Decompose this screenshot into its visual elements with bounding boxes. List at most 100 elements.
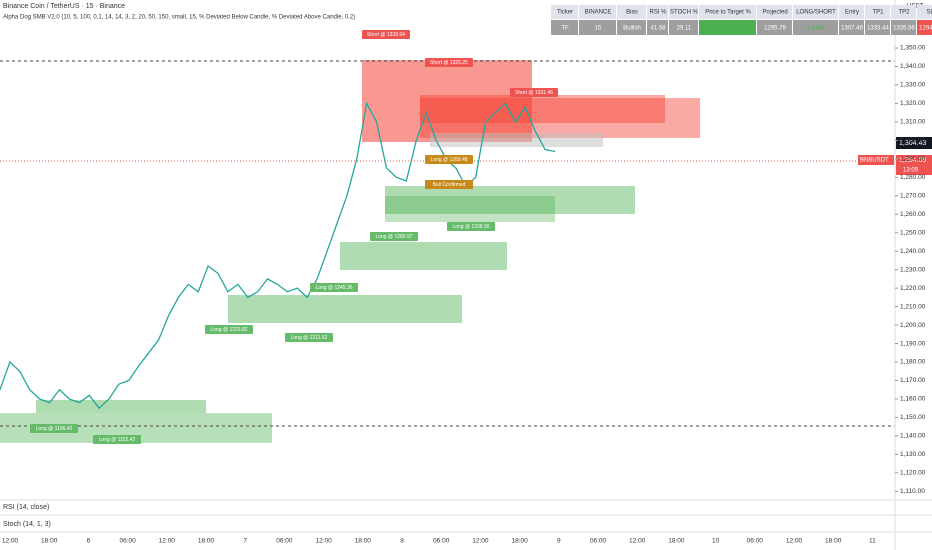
annotation-text: Long @ 1223.82 [210, 327, 247, 333]
annotation: Long @ 1196.42 [30, 424, 78, 433]
current-price: 1,294.09 [899, 157, 926, 164]
demand-zone [385, 196, 555, 222]
x-tick-label: 9 [557, 538, 561, 545]
annotation-box [447, 222, 495, 231]
supply-zone [362, 60, 532, 142]
y-tick-label: 1,310.00 [900, 119, 926, 126]
table-cell [865, 20, 890, 35]
annotation-text: Long @ 1196.42 [36, 426, 73, 432]
table-header-cell [551, 5, 578, 19]
table-header: STOCH % [670, 10, 699, 16]
x-tick-label: 6 [87, 538, 91, 545]
y-tick-label: 1,350.00 [900, 45, 926, 52]
table-header: Price to Target % [705, 10, 751, 16]
annotation-box [425, 180, 473, 189]
y-tick-label: 1,300.00 [900, 137, 926, 144]
table-value: 1294.35 [919, 26, 932, 32]
table-value: TF [561, 26, 569, 32]
annotation: Long @ 1245.36 [310, 283, 358, 292]
annotation-text: Short @ 1338.64 [367, 32, 405, 38]
y-tick-label: 1,290.00 [900, 156, 926, 163]
x-tick-label: 06:00 [119, 538, 136, 545]
x-tick-label: 06:00 [276, 538, 293, 545]
demand-zone [228, 295, 462, 323]
table-header: SL [926, 10, 932, 16]
annotation-text: Short @ 1331.46 [515, 90, 553, 96]
last-price-box [896, 137, 932, 149]
annotation: Long @ 1280.97 [370, 232, 418, 241]
current-price-box [896, 155, 932, 175]
annotation-text: Long @ 1236.90 [452, 224, 489, 230]
annotation-box [425, 58, 473, 67]
x-tick-label: 18:00 [41, 538, 58, 545]
x-tick-label: 18:00 [198, 538, 215, 545]
y-tick-label: 1,190.00 [900, 340, 926, 347]
supply-zone [420, 95, 665, 123]
annotation-box [93, 435, 141, 444]
table-header-cell [617, 5, 646, 19]
x-tick-label: 7 [243, 538, 247, 545]
y-tick-label: 1,280.00 [900, 174, 926, 181]
table-value: 41.58 [650, 26, 666, 32]
y-tick-label: 1,120.00 [900, 470, 926, 477]
annotation-text: Long @ 1280.97 [375, 234, 412, 240]
x-tick-label: 18:00 [355, 538, 372, 545]
annotation-text: Short @ 1325.25 [430, 60, 468, 66]
x-tick-label: 11 [869, 538, 876, 545]
table-value: LONG [807, 26, 824, 32]
annotation: Long @ 1211.52 [285, 333, 333, 342]
table-cell [699, 20, 756, 35]
y-tick-label: 1,230.00 [900, 266, 926, 273]
table-value: 1335.96 [893, 26, 915, 32]
table-cell [891, 20, 916, 35]
annotation-box [362, 30, 410, 39]
indicator-label: Alpha Dog SMB V2.0 (10, 5, 100, 0.1, 14,… [3, 15, 355, 21]
annotation-text: Long @ 1152.42 [99, 437, 136, 443]
table-cell [647, 20, 668, 35]
table-value: Bullish [623, 26, 641, 32]
y-tick-label: 1,340.00 [900, 63, 926, 70]
table-header-cell [917, 5, 932, 19]
demand-zone [36, 400, 206, 413]
table-value: 1307.46 [841, 26, 863, 32]
y-tick-label: 1,160.00 [900, 396, 926, 403]
table-cell [617, 20, 646, 35]
x-tick-label: 18:00 [668, 538, 685, 545]
y-tick-label: 1,180.00 [900, 359, 926, 366]
x-tick-label: 18:00 [511, 538, 528, 545]
annotation: Long @ 1236.90 [447, 222, 495, 231]
x-tick-label: 12:00 [629, 538, 646, 545]
annotation-box [205, 325, 253, 334]
table-header: Bias [626, 10, 638, 16]
annotation-text: Long @ 1245.36 [315, 285, 352, 291]
table-cell [669, 20, 698, 35]
neutral-zone [430, 133, 603, 147]
y-tick-label: 1,320.00 [900, 100, 926, 107]
demand-zone [340, 242, 507, 270]
symbol-box [858, 155, 894, 165]
annotation-box [510, 88, 558, 97]
supply-zone [420, 98, 700, 138]
annotation-box [285, 333, 333, 342]
y-tick-label: 1,220.00 [900, 285, 926, 292]
y-tick-label: 1,240.00 [900, 248, 926, 255]
y-tick-label: 1,260.00 [900, 211, 926, 218]
annotation: Short @ 1325.25 [425, 58, 473, 67]
annotation-box [310, 283, 358, 292]
table-header: TP2 [898, 10, 910, 16]
table-header-cell [865, 5, 890, 19]
table-header: LONG/SHORT [796, 10, 836, 16]
table-value: 15 [595, 26, 602, 32]
x-tick-label: 12:00 [315, 538, 332, 545]
table-header: Entry [845, 10, 859, 16]
x-tick-label: 06:00 [590, 538, 607, 545]
annotation: Short @ 1338.64 [362, 30, 410, 39]
table-cell [793, 20, 838, 35]
annotation-box [30, 424, 78, 433]
annotation-box [425, 155, 473, 164]
annotation: Long @ 1289.48 [425, 155, 473, 164]
x-tick-label: 12:00 [786, 538, 803, 545]
table-header-cell [757, 5, 792, 19]
annotation: Bull Confirmed [425, 180, 473, 189]
demand-zone [385, 186, 635, 214]
